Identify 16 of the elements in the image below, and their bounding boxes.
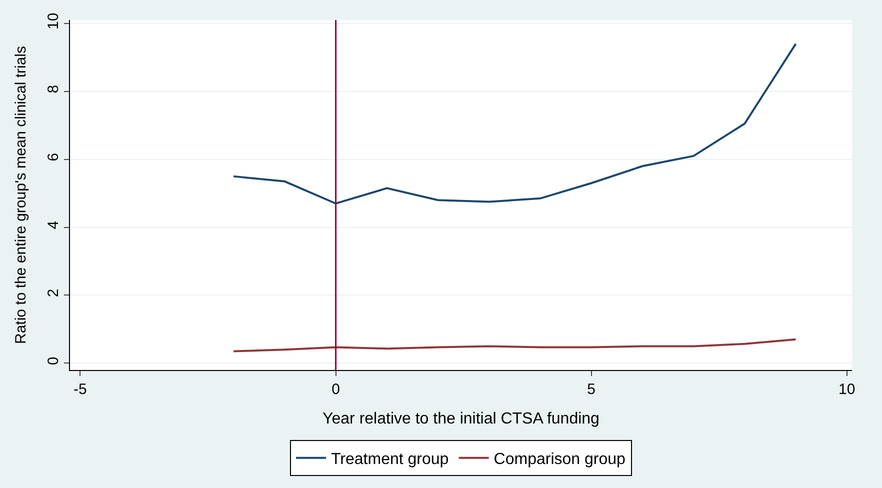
line-series — [232, 338, 797, 352]
x-axis-title: Year relative to the initial CTSA funding — [322, 410, 600, 428]
y-tick-label: 6 — [45, 152, 62, 162]
y-axis-title: Ratio to the entire group's mean clinical trials — [12, 46, 30, 344]
x-tick-label: 5 — [587, 381, 596, 398]
y-tick-label: 4 — [45, 220, 62, 230]
y-tick-label: 8 — [45, 84, 62, 94]
legend-label: Treatment group — [331, 451, 449, 468]
y-tick-label: 0 — [45, 356, 62, 366]
y-tick-label: 10 — [45, 12, 62, 30]
y-tick-label: 2 — [45, 288, 62, 298]
x-tick-label: -5 — [74, 381, 87, 398]
legend-label: Comparison group — [494, 451, 626, 468]
x-tick-label: 10 — [838, 381, 856, 398]
x-tick-label: 0 — [332, 381, 340, 398]
line-series — [232, 42, 797, 204]
